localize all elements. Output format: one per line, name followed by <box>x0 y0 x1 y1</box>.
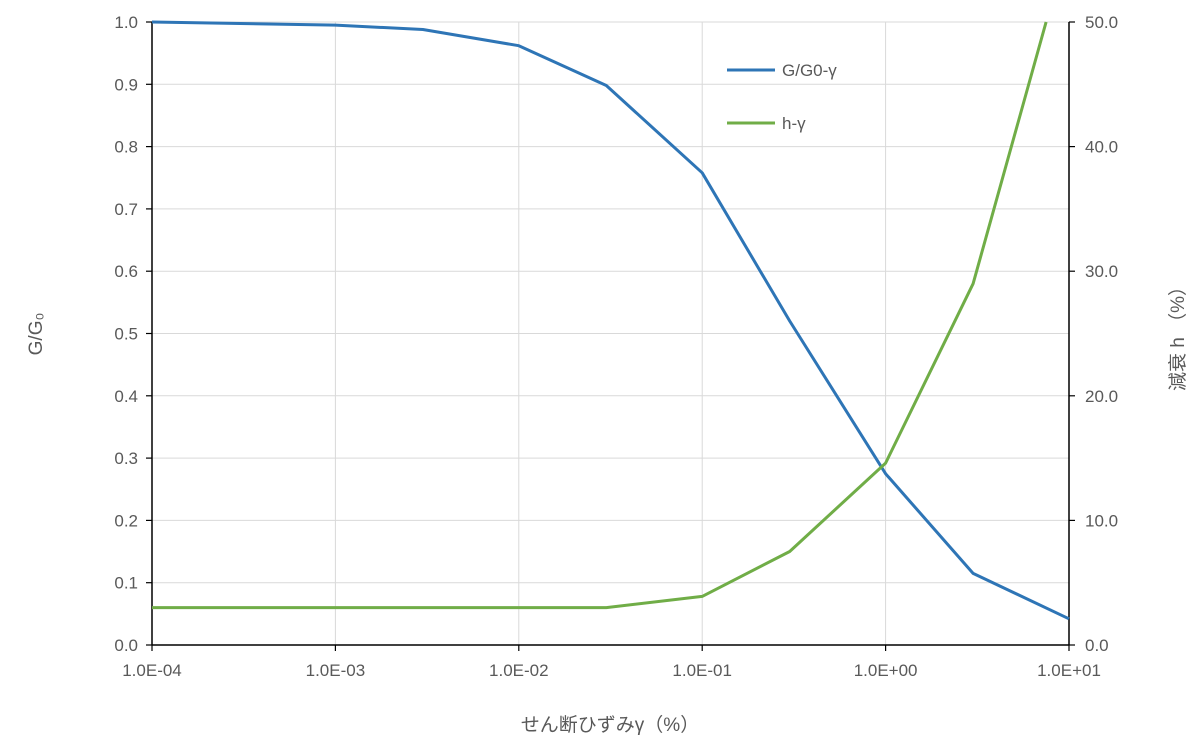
x-tick-label: 1.0E-03 <box>306 661 366 680</box>
series-line-g-g0 <box>151 20 1070 621</box>
x-axis-title: せん断ひずみγ（%） <box>521 714 699 736</box>
y-right-tick-label: 50.0 <box>1085 13 1118 32</box>
series-line-h <box>152 21 1048 610</box>
y-right-tick-label: 20.0 <box>1085 387 1118 406</box>
x-tick-label: 1.0E+01 <box>1037 661 1101 680</box>
x-tick-label: 1.0E-02 <box>489 661 549 680</box>
y-left-tick-label: 0.4 <box>114 387 138 406</box>
y-left-tick-label: 0.2 <box>114 511 138 530</box>
x-tick-label: 1.0E+00 <box>854 661 918 680</box>
x-tick-label: 1.0E-04 <box>122 661 182 680</box>
y-left-tick-label: 0.7 <box>114 200 138 219</box>
y-left-tick-label: 0.0 <box>114 636 138 655</box>
y-right-tick-label: 30.0 <box>1085 262 1118 281</box>
axes <box>146 21 1075 651</box>
x-tick-label: 1.0E-01 <box>672 661 732 680</box>
y-right-tick-label: 40.0 <box>1085 138 1118 157</box>
grid-lines <box>151 21 1070 646</box>
y-right-tick-label: 0.0 <box>1085 636 1109 655</box>
y-left-tick-label: 0.6 <box>114 262 138 281</box>
y-left-tick-label: 0.8 <box>114 138 138 157</box>
y-left-tick-label: 0.5 <box>114 325 138 344</box>
y-left-tick-label: 0.1 <box>114 574 138 593</box>
legend-label-h: h-γ <box>782 114 806 133</box>
series-lines <box>151 20 1070 621</box>
y-right-tick-label: 10.0 <box>1085 511 1118 530</box>
y-left-tick-label: 0.9 <box>114 75 138 94</box>
y-left-tick-label: 0.3 <box>114 449 138 468</box>
y-axis-left-title: G/G₀ <box>26 313 47 356</box>
y-left-tick-label: 1.0 <box>114 13 138 32</box>
tick-labels: 0.0 0.1 0.2 0.3 0.4 0.5 0.6 0.7 0.8 0.9 1.0 1.0E-04… <box>114 13 1118 680</box>
y-axis-right-title: 減衰 h （%） <box>1167 277 1189 391</box>
legend: G/G0-γ h-γ <box>727 61 837 133</box>
legend-label-g-g0: G/G0-γ <box>782 61 837 80</box>
